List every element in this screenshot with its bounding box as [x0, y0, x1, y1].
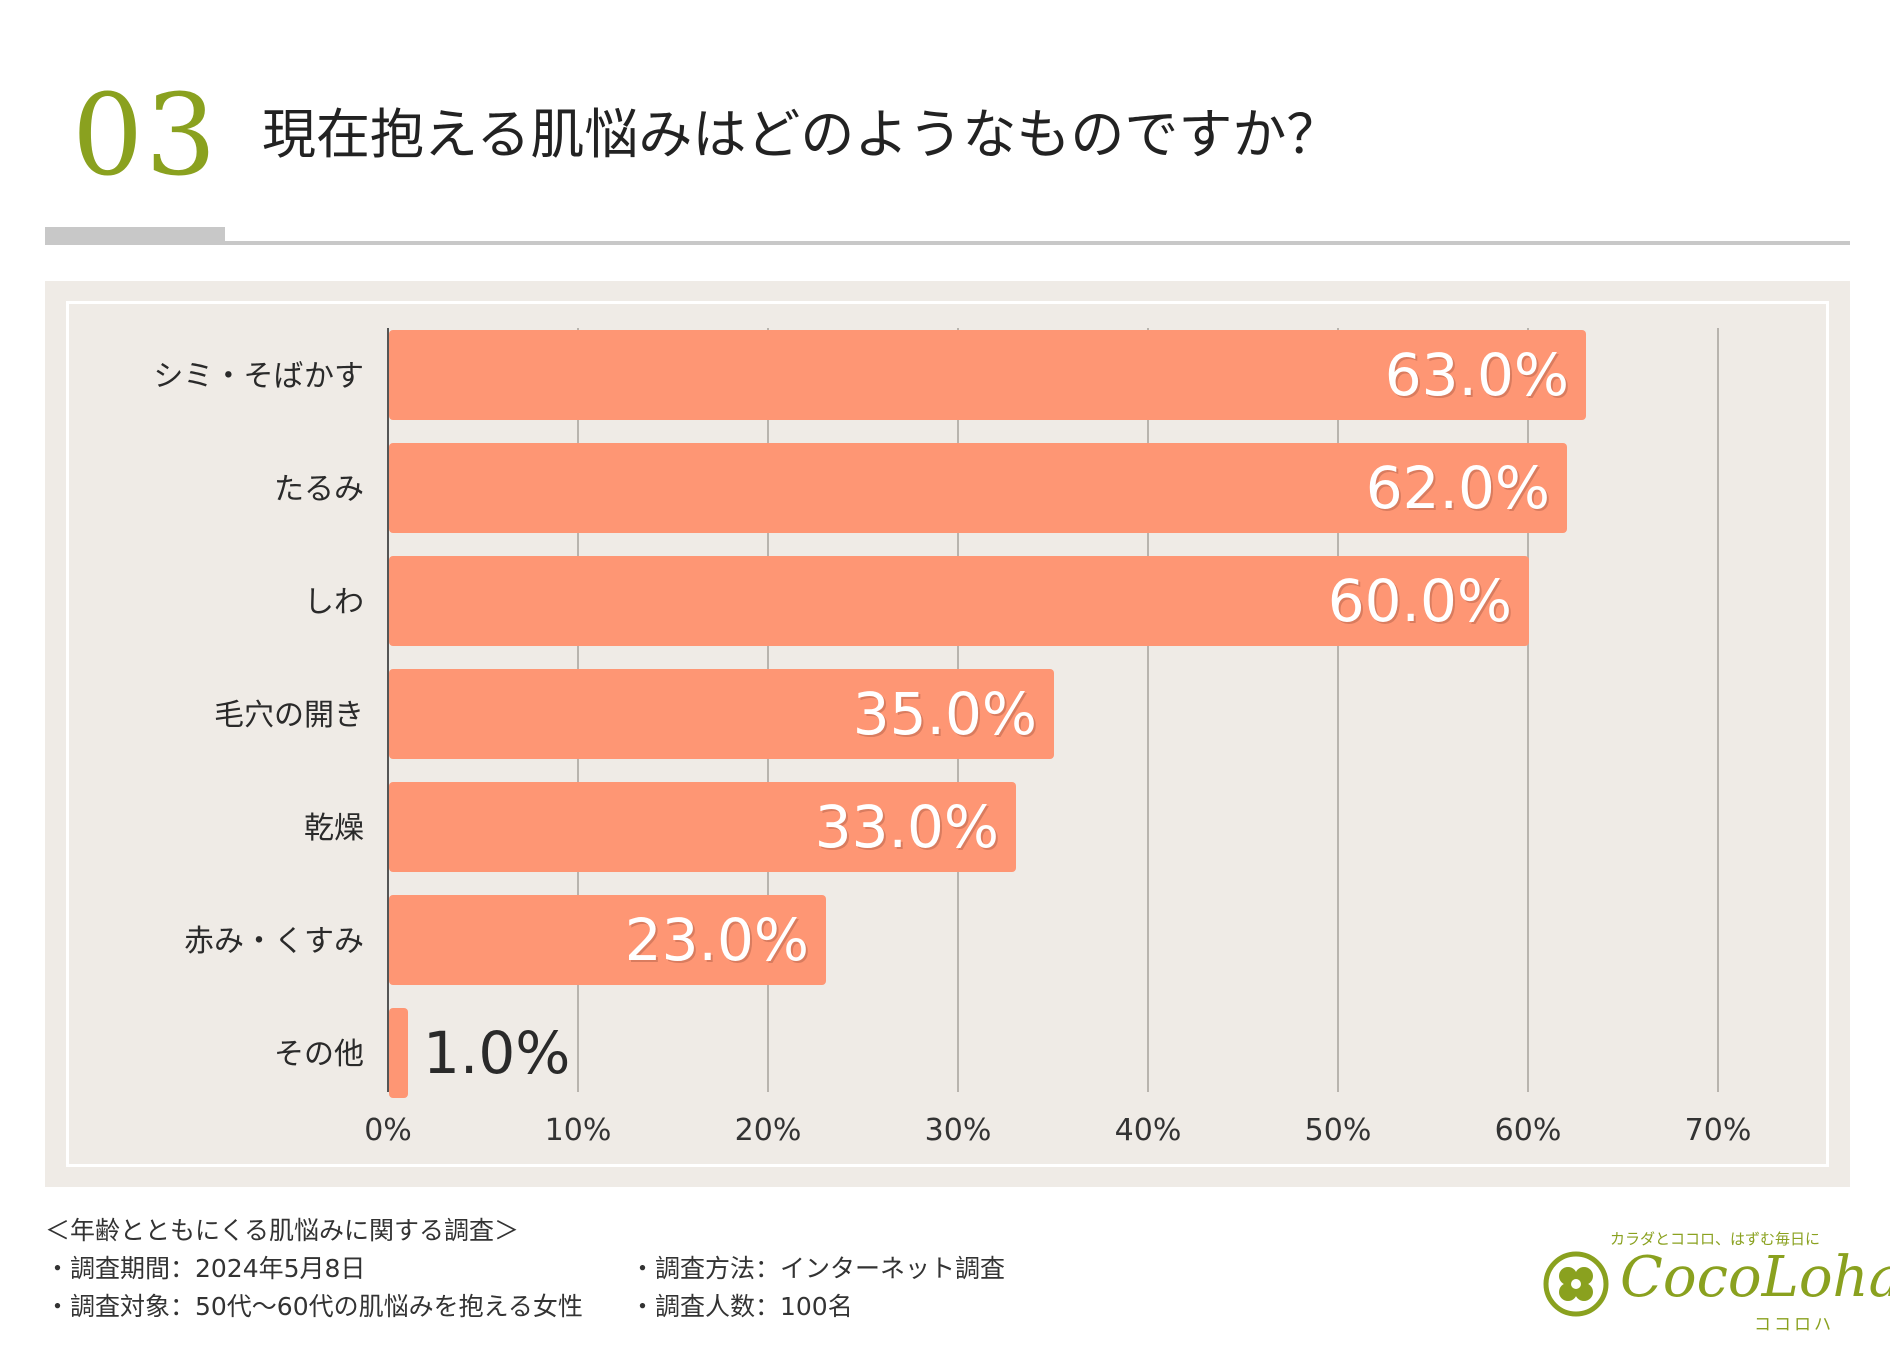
x-tick-label: 50% [1305, 1113, 1372, 1148]
category-label: 乾燥 [304, 811, 364, 846]
x-tick-label: 0% [364, 1113, 412, 1148]
logo-kana: ココロハ [1754, 1315, 1834, 1335]
category-label: その他 [274, 1037, 364, 1072]
title-underline [45, 241, 1850, 245]
survey-title: ＜年齢とともにくる肌悩みに関する調査＞ [45, 1216, 520, 1245]
value-label: 1.0% [423, 1019, 570, 1087]
survey-method: ・調査方法：インターネット調査 [630, 1254, 1006, 1283]
x-tick-label: 70% [1685, 1113, 1752, 1148]
chart-frame [66, 301, 1829, 1167]
bar [389, 895, 826, 985]
category-label: シミ・そばかす [153, 359, 364, 394]
bar [389, 1008, 408, 1098]
category-label: 赤み・くすみ [184, 924, 364, 959]
bar [389, 330, 1586, 420]
bar [389, 443, 1567, 533]
value-label-shadow: 33.0% [817, 795, 1001, 863]
value-label: 33.0% [815, 793, 999, 861]
logo-tagline: カラダとココロ、はずむ毎日に [1610, 1230, 1821, 1248]
x-tick-label: 10% [545, 1113, 612, 1148]
title-underline-accent [45, 227, 225, 244]
category-label: たるみ [274, 472, 364, 507]
bar-chart: 0% 10% 20% 30% 40% 50% 60% 70%シミ・そばかす 63.0%63.0%… [153, 328, 1752, 1148]
x-tick-label: 40% [1115, 1113, 1182, 1148]
value-label: 35.0% [853, 680, 1037, 748]
category-label: しわ [304, 585, 364, 620]
value-label-shadow: 60.0% [1330, 569, 1514, 637]
question-title: 現在抱える肌悩みはどのようなものですか？ [262, 103, 1341, 166]
value-label-shadow: 63.0% [1387, 343, 1571, 411]
value-label: 60.0% [1328, 567, 1512, 635]
x-tick-label: 20% [735, 1113, 802, 1148]
value-label: 23.0% [625, 906, 809, 974]
cocoloha-logo: カラダとココロ、はずむ毎日に CocoLoha ココロハ [1540, 1228, 1890, 1338]
survey-count: ・調査人数：100名 [630, 1292, 853, 1321]
value-label: 62.0% [1366, 454, 1550, 522]
value-label-shadow: 35.0% [855, 682, 1039, 750]
category-label: 毛穴の開き [214, 698, 364, 733]
bar [389, 556, 1529, 646]
question-number: 03 [72, 71, 219, 201]
x-tick-label: 30% [925, 1113, 992, 1148]
bar [389, 782, 1016, 872]
survey-period: ・調査期間：2024年5月8日 [45, 1254, 366, 1283]
survey-target: ・調査対象：50代〜60代の肌悩みを抱える女性 [45, 1292, 583, 1321]
value-label: 63.0% [1385, 341, 1569, 409]
value-label-shadow: 23.0% [627, 908, 811, 976]
x-tick-label: 60% [1495, 1113, 1562, 1148]
logo-wordmark: CocoLoha [1620, 1245, 1890, 1310]
clover-heart-icon [1543, 1251, 1609, 1317]
bar [389, 669, 1054, 759]
value-label-shadow: 62.0% [1368, 456, 1552, 524]
